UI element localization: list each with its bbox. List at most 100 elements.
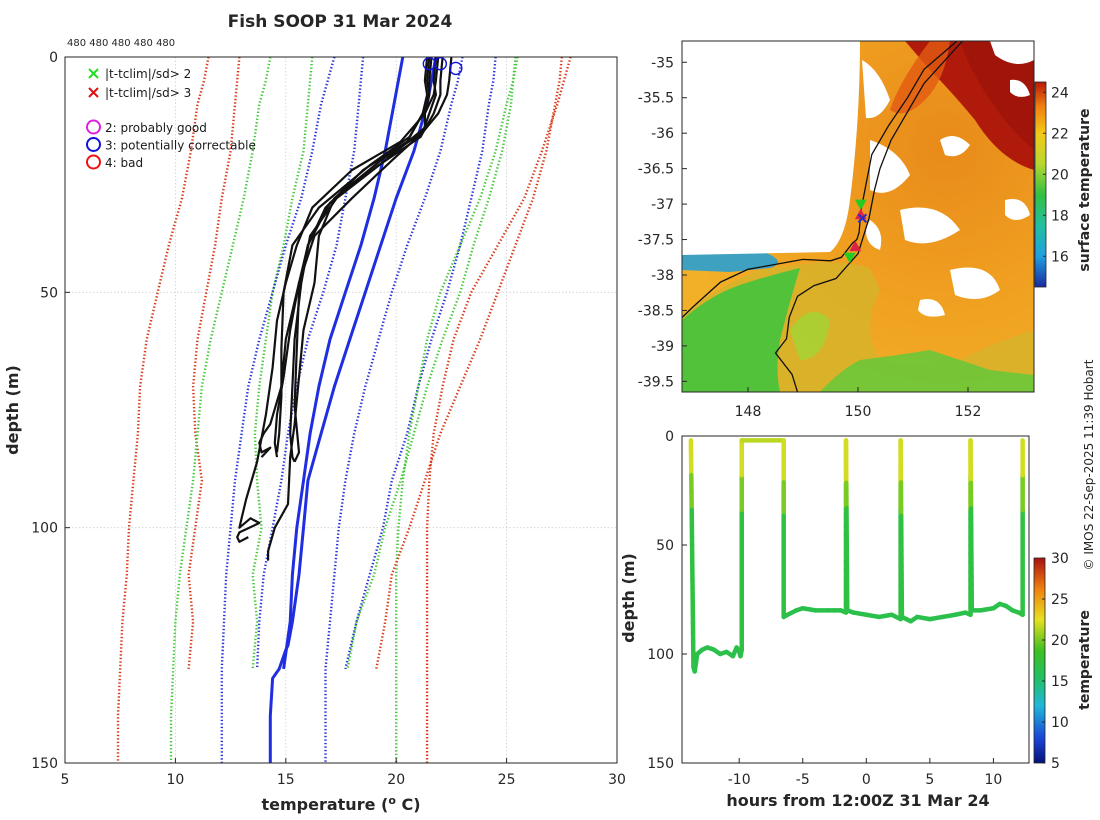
sst-map: 148 150 152 -35 -35.5 -36 -36.5 -37 -37.5 -38 -38.… [638, 40, 1093, 420]
time-ylabel: depth (m) [619, 553, 638, 643]
cloud-mask [682, 41, 1034, 317]
top-note: 480 480 480 480 480 [67, 38, 175, 49]
profile-ticks: 5 10 15 20 25 30 0 50 100 150 [31, 50, 626, 788]
legend-entry-3sd: |t-tclim|/sd> 3 [88, 86, 191, 100]
series-blue-sd-left-2 [255, 57, 365, 669]
qc-flag-0 [422, 57, 437, 71]
legend-x-red-icon [88, 87, 99, 98]
legend-label-probably-good: 2: probably good [105, 121, 207, 135]
time-xlabel: hours from 12:00Z 31 Mar 24 [726, 791, 989, 810]
sst-cbar-label-20: 20 [1051, 167, 1069, 183]
cool-southern-water [820, 350, 1034, 392]
cold-coastal-water [682, 250, 778, 272]
time-xtick-label-0: 0 [862, 772, 871, 788]
map-ytick-label-6: -38 [651, 268, 674, 284]
temp-cbar-label-5: 5 [1051, 756, 1060, 772]
map-ytick-label-7: -38.5 [638, 303, 674, 319]
ytick-label-100: 100 [31, 521, 58, 537]
series-red-3sd-right-2 [375, 57, 563, 670]
series-green-2sd-left-1 [169, 57, 272, 763]
map-ytick-label-5: -37.5 [638, 233, 674, 249]
xtick-label-15: 15 [277, 772, 295, 788]
profile-xlabel: temperature (o C) [261, 794, 420, 814]
climatology-lines [116, 57, 572, 763]
time-xtick-label-10: 10 [984, 772, 1002, 788]
series-blue-sd-right-1 [324, 57, 464, 763]
track-marker-3 [849, 240, 862, 252]
warm-core-center [960, 41, 1034, 150]
map-xtick-label-150: 150 [845, 404, 872, 420]
series-red-3sd-left-1 [116, 57, 210, 763]
map-xtick-label-148: 148 [735, 404, 762, 420]
copyright-note: © IMOS 22-Sep-2025 11:39 Hobart [1082, 359, 1096, 570]
temperature-colorbar [1033, 557, 1046, 764]
profile-grid [65, 57, 617, 763]
map-ytick-label-1: -35.5 [638, 91, 674, 107]
temp-cbar-label-30: 30 [1051, 551, 1069, 567]
legend-circle-red-icon [86, 154, 101, 170]
series-red-3sd-left-2 [187, 57, 241, 670]
series-obs-5 [267, 57, 453, 561]
legend-circle-blue-icon [86, 137, 101, 152]
sst-colorbar-label: surface temperature [1077, 108, 1093, 271]
series-red-3sd-right-1 [425, 57, 572, 763]
xtick-label-10: 10 [166, 772, 184, 788]
time-xtick-label-5: 5 [925, 772, 934, 788]
xtick-label-5: 5 [61, 772, 70, 788]
series-blue-mean-2 [268, 57, 438, 763]
series-obs-1 [289, 57, 431, 463]
temp-cbar-label-15: 15 [1051, 674, 1069, 690]
map-ytick-label-0: -35 [651, 55, 674, 71]
temperature-colorbar-ticks: 5 10 15 20 25 30 [1042, 551, 1069, 772]
series-obs-4 [258, 57, 433, 458]
sst-colorbar-ticks: 16 18 20 22 24 [1043, 85, 1069, 265]
sst-cbar-label-22: 22 [1051, 126, 1069, 142]
map-ytick-label-8: -39 [651, 339, 674, 355]
track-marker-0 [854, 199, 867, 211]
time-ytick-label-50: 50 [656, 538, 674, 554]
time-ytick-label-100: 100 [647, 647, 674, 663]
series-green-2sd-left-2 [251, 57, 314, 670]
map-ytick-label-9: -39.5 [638, 374, 674, 390]
legend-label-bad: 4: bad [105, 156, 143, 170]
ytick-label-150: 150 [31, 756, 58, 772]
map-ticks: 148 150 152 -35 -35.5 -36 -36.5 -37 -37.5 -38 -38.… [638, 55, 982, 420]
legend-label-correctable: 3: potentially correctable [105, 139, 256, 153]
temperature-colorbar-label: temperature [1077, 610, 1093, 710]
ytick-label-50: 50 [40, 285, 58, 301]
legend-x-green-icon [88, 68, 99, 79]
time-depth-trace [688, 438, 1025, 674]
time-ytick-label-0: 0 [665, 429, 674, 445]
profile-ylabel: depth (m) [3, 365, 22, 455]
sst-cbar-label-24: 24 [1051, 85, 1069, 101]
track-marker-2 [857, 213, 868, 223]
ytick-label-0: 0 [49, 50, 58, 66]
chart-title: Fish SOOP 31 Mar 2024 [228, 12, 453, 32]
time-xtick-label--5: -5 [796, 772, 810, 788]
series-blue-mean-1 [282, 57, 405, 670]
series-blue-sd-left-1 [220, 57, 336, 763]
observed-profiles [236, 57, 453, 561]
legend-circle-magenta-icon [86, 119, 101, 135]
qc-flag-markers [422, 57, 463, 76]
series-obs-2 [273, 57, 437, 458]
legend-entry-bad: 4: bad [86, 154, 143, 170]
profile-legend: |t-tclim|/sd> 2 |t-tclim|/sd> 3 2: proba… [86, 67, 256, 170]
time-ytick-label-150: 150 [647, 756, 674, 772]
cool-bass-strait-water [682, 268, 800, 392]
temp-cbar-label-20: 20 [1051, 633, 1069, 649]
sst-cbar-label-18: 18 [1051, 208, 1069, 224]
track-marker-4 [843, 252, 856, 264]
qc-flag-1 [433, 57, 448, 71]
map-ytick-label-4: -37 [651, 197, 674, 213]
map-ytick-label-2: -36 [651, 126, 674, 142]
profile-chart: Fish SOOP 31 Mar 2024 480 480 480 480 48… [3, 12, 626, 814]
time-xtick-label--10: -10 [728, 772, 751, 788]
legend-entry-2sd: |t-tclim|/sd> 2 [88, 67, 191, 81]
series-green-2sd-right-1 [395, 57, 519, 763]
time-depth-axes-box [681, 435, 1030, 764]
cool-patch [790, 312, 830, 360]
xtick-label-30: 30 [608, 772, 626, 788]
